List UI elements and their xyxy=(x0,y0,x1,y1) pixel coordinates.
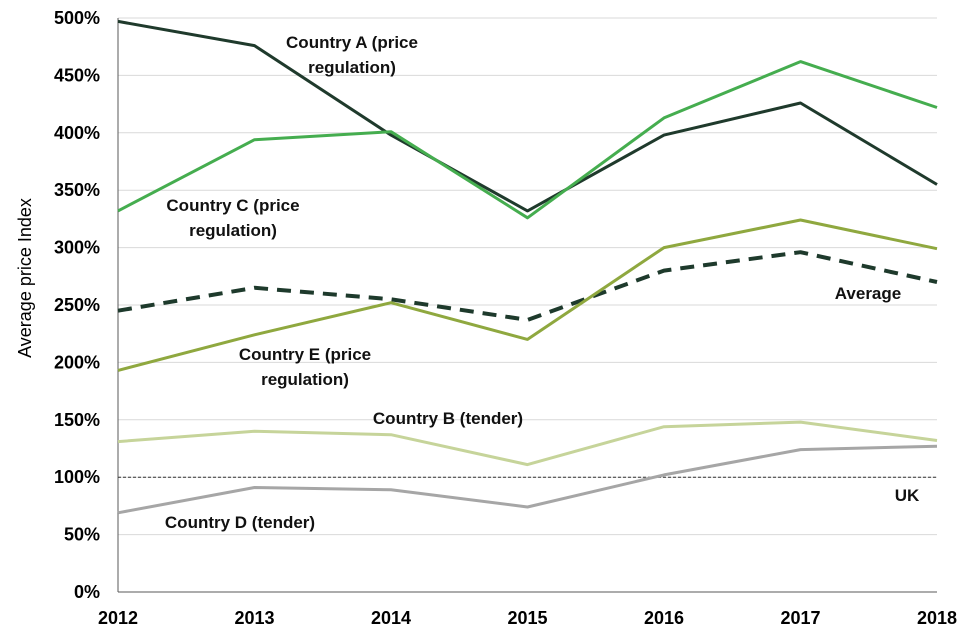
series-label: regulation) xyxy=(261,370,349,389)
series-label: regulation) xyxy=(189,221,277,240)
x-tick-label: 2012 xyxy=(98,608,138,628)
y-tick-label: 500% xyxy=(54,8,100,28)
gridlines xyxy=(118,17,937,536)
y-tick-label: 350% xyxy=(54,180,100,200)
series-line xyxy=(117,250,938,322)
y-tick-label: 250% xyxy=(54,295,100,315)
tick-labels: 0% 50% 100% 150% 200% 250% 300% 350% 400% 450% 500… xyxy=(54,8,957,628)
x-tick-label: 2014 xyxy=(371,608,411,628)
y-tick-label: 0% xyxy=(74,582,100,602)
series-label: regulation) xyxy=(308,58,396,77)
x-tick-label: 2015 xyxy=(507,608,547,628)
series-label: Country A (price xyxy=(286,33,418,52)
series-label: Country E (price xyxy=(239,345,371,364)
y-tick-label: 200% xyxy=(54,352,100,372)
y-tick-label: 150% xyxy=(54,410,100,430)
series-line xyxy=(117,444,938,515)
series-label: Country D (tender) xyxy=(165,513,315,532)
axes xyxy=(117,18,937,593)
series-line xyxy=(117,19,938,213)
y-tick-label: 400% xyxy=(54,123,100,143)
y-tick-label: 50% xyxy=(64,525,100,545)
series-line xyxy=(117,60,938,220)
x-tick-label: 2016 xyxy=(644,608,684,628)
y-tick-label: 300% xyxy=(54,238,100,258)
reference-line-label: UK xyxy=(895,486,920,505)
series-label: Country C (price xyxy=(166,196,299,215)
y-axis-label: Average price Index xyxy=(15,198,35,358)
series-line xyxy=(117,218,938,372)
series-lines xyxy=(117,19,938,515)
x-tick-label: 2017 xyxy=(780,608,820,628)
x-tick-label: 2013 xyxy=(234,608,274,628)
series-line xyxy=(117,420,938,467)
x-tick-label: 2018 xyxy=(917,608,957,628)
series-labels: Country A (price regulation) Country C (pr… xyxy=(165,33,920,532)
series-label: Country B (tender) xyxy=(373,409,523,428)
series-label: Average xyxy=(835,284,901,303)
y-tick-label: 100% xyxy=(54,467,100,487)
y-tick-label: 450% xyxy=(54,65,100,85)
